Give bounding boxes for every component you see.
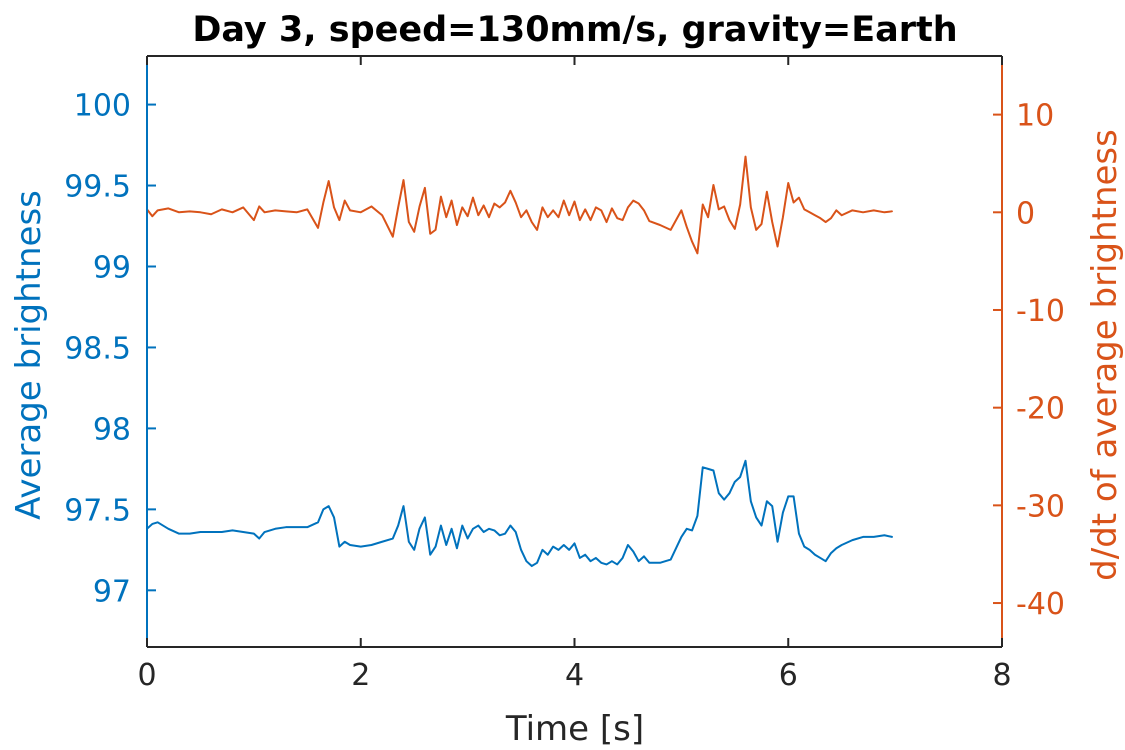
series-line-left xyxy=(146,459,893,568)
left-y-tick-label: 99 xyxy=(93,250,131,285)
left-y-tick-label: 97.5 xyxy=(64,493,131,528)
left-y-axis-label: Average brightness xyxy=(9,190,49,520)
right-y-tick-label: -40 xyxy=(1016,587,1065,622)
x-tick-label: 8 xyxy=(992,658,1011,693)
x-tick-label: 6 xyxy=(779,658,798,693)
x-tick-label: 0 xyxy=(137,658,156,693)
right-y-tick-label: -20 xyxy=(1016,392,1065,427)
x-tick-label: 4 xyxy=(565,658,584,693)
x-axis-label: Time [s] xyxy=(505,709,644,749)
right-y-tick-label: 10 xyxy=(1016,99,1054,134)
chart-title: Day 3, speed=130mm/s, gravity=Earth xyxy=(192,10,957,50)
left-y-tick-label: 98.5 xyxy=(64,331,131,366)
right-y-axis-label: d/dt of average brightness xyxy=(1085,129,1125,581)
right-y-tick-label: 0 xyxy=(1016,196,1035,231)
left-y-tick-label: 97 xyxy=(93,574,131,609)
x-tick-label: 2 xyxy=(351,658,370,693)
series-layer xyxy=(146,155,893,568)
left-y-tick-label: 98 xyxy=(93,412,131,447)
right-y-tick-label: -30 xyxy=(1016,489,1065,524)
right-y-tick-label: -10 xyxy=(1016,294,1065,329)
series-line-right xyxy=(146,155,893,255)
left-y-tick-label: 100 xyxy=(74,89,131,124)
left-y-tick-label: 99.5 xyxy=(64,170,131,205)
ticks-layer: 0 2 4 6 8 97 97.5 98 98.5 99 99.5 100 -40 -30 -20 -10 0 1… xyxy=(64,56,1065,693)
